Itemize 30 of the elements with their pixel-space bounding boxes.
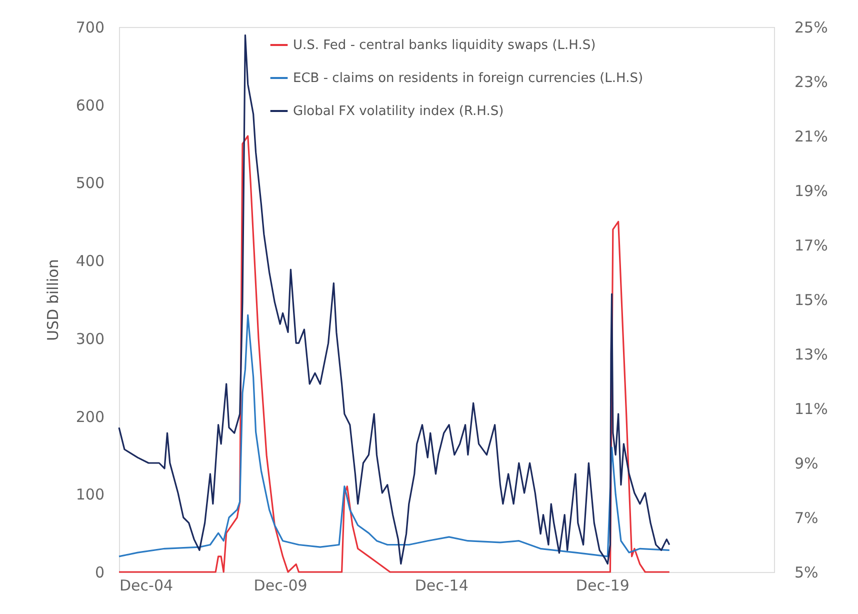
- x-tick-label: Dec-09: [254, 576, 308, 594]
- y2-tick-label: 17%: [794, 236, 828, 254]
- y-tick-label: 700: [76, 18, 104, 36]
- y2-tick-label: 11%: [794, 400, 828, 418]
- line-series: [118, 34, 670, 565]
- y-tick-label: 300: [76, 330, 104, 348]
- line-series: [118, 314, 670, 558]
- y-tick-label: 400: [76, 252, 104, 270]
- y2-tick-label: 7%: [794, 509, 818, 527]
- x-tick-label: Dec-14: [414, 576, 468, 594]
- legend-label: U.S. Fed - central banks liquidity swaps (L.H.S): [293, 38, 596, 53]
- y-tick-label: 600: [76, 96, 104, 114]
- legend-label: Global FX volatility index (R.H.S): [293, 104, 504, 119]
- y-tick-label: 0: [94, 564, 104, 582]
- y2-tick-label: 23%: [794, 73, 828, 91]
- y2-tick-label: 9%: [794, 454, 818, 472]
- x-tick-label: Dec-04: [120, 576, 174, 594]
- x-tick-label: Dec-19: [576, 576, 630, 594]
- legend-label: ECB - claims on residents in foreign currencies (L.H.S): [293, 71, 644, 86]
- y2-tick-label: 5%: [794, 564, 818, 582]
- y-tick-label: 100: [76, 486, 104, 504]
- y2-tick-label: 13%: [794, 346, 828, 364]
- y-axis-title: USD billion: [44, 259, 62, 341]
- y2-tick-label: 25%: [794, 18, 828, 36]
- line-series: [118, 135, 670, 573]
- y-tick-label: 200: [76, 408, 104, 426]
- y2-tick-label: 19%: [794, 182, 828, 200]
- y2-tick-label: 15%: [794, 291, 828, 309]
- y2-tick-label: 21%: [794, 128, 828, 146]
- y-tick-label: 500: [76, 174, 104, 192]
